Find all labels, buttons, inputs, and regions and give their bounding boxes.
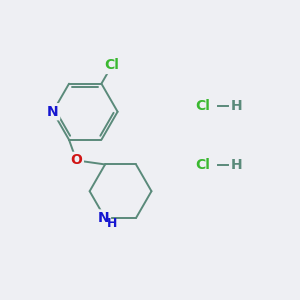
Text: Cl: Cl xyxy=(196,158,210,172)
Text: N: N xyxy=(47,105,58,119)
Text: H: H xyxy=(106,217,117,230)
Text: N: N xyxy=(98,211,109,225)
Text: H: H xyxy=(231,158,243,172)
Text: H: H xyxy=(231,99,243,113)
Text: O: O xyxy=(70,153,82,167)
Text: Cl: Cl xyxy=(104,58,119,72)
Text: Cl: Cl xyxy=(196,99,210,113)
